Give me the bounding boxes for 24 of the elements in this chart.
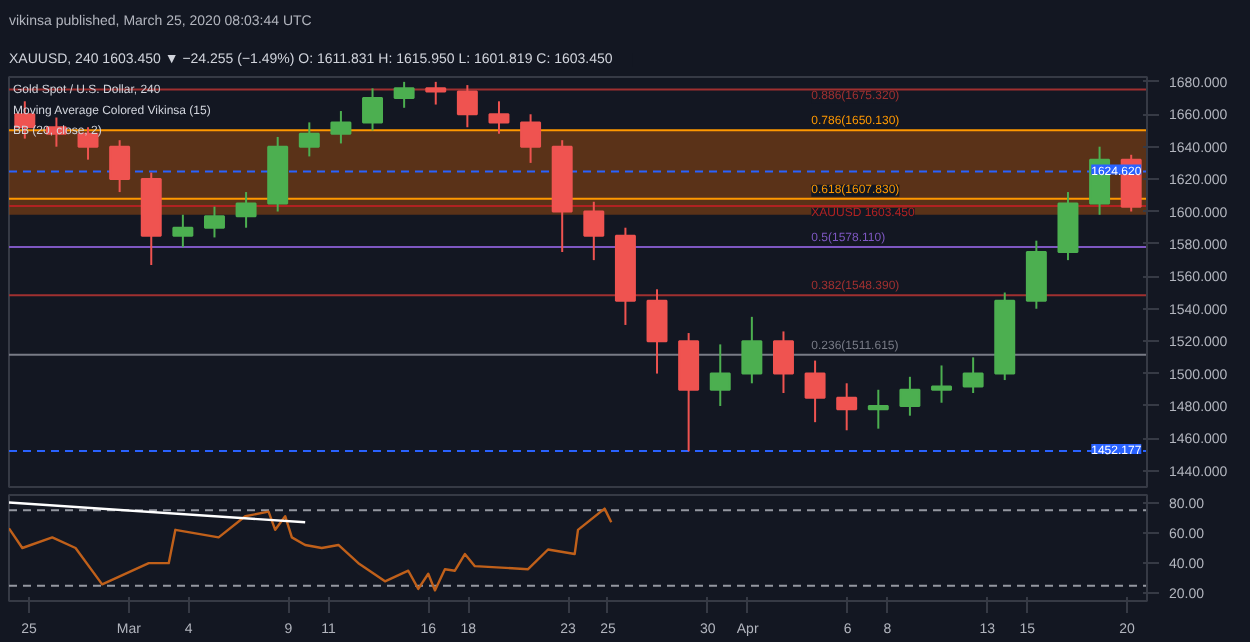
candlestick <box>962 356 984 395</box>
candlestick <box>583 200 605 262</box>
candlestick <box>899 375 921 417</box>
line-series <box>9 507 613 592</box>
candlestick <box>172 213 194 249</box>
candlestick <box>425 80 447 106</box>
candlestick <box>203 205 225 239</box>
candlestick <box>836 382 858 432</box>
candlestick <box>235 191 257 229</box>
candlestick <box>393 80 415 109</box>
candlestick <box>931 364 953 404</box>
candlestick <box>772 330 794 395</box>
candlestick <box>520 113 542 164</box>
candlestick <box>646 288 668 375</box>
candlestick <box>867 388 889 430</box>
candlestick <box>709 343 731 407</box>
candlestick <box>298 121 320 158</box>
candlestick <box>109 139 131 194</box>
candlestick <box>741 315 763 385</box>
candlestick <box>362 87 384 132</box>
candlestick <box>804 359 826 424</box>
candlestick <box>488 100 510 135</box>
candlestick <box>456 84 478 129</box>
candlestick <box>330 110 352 145</box>
